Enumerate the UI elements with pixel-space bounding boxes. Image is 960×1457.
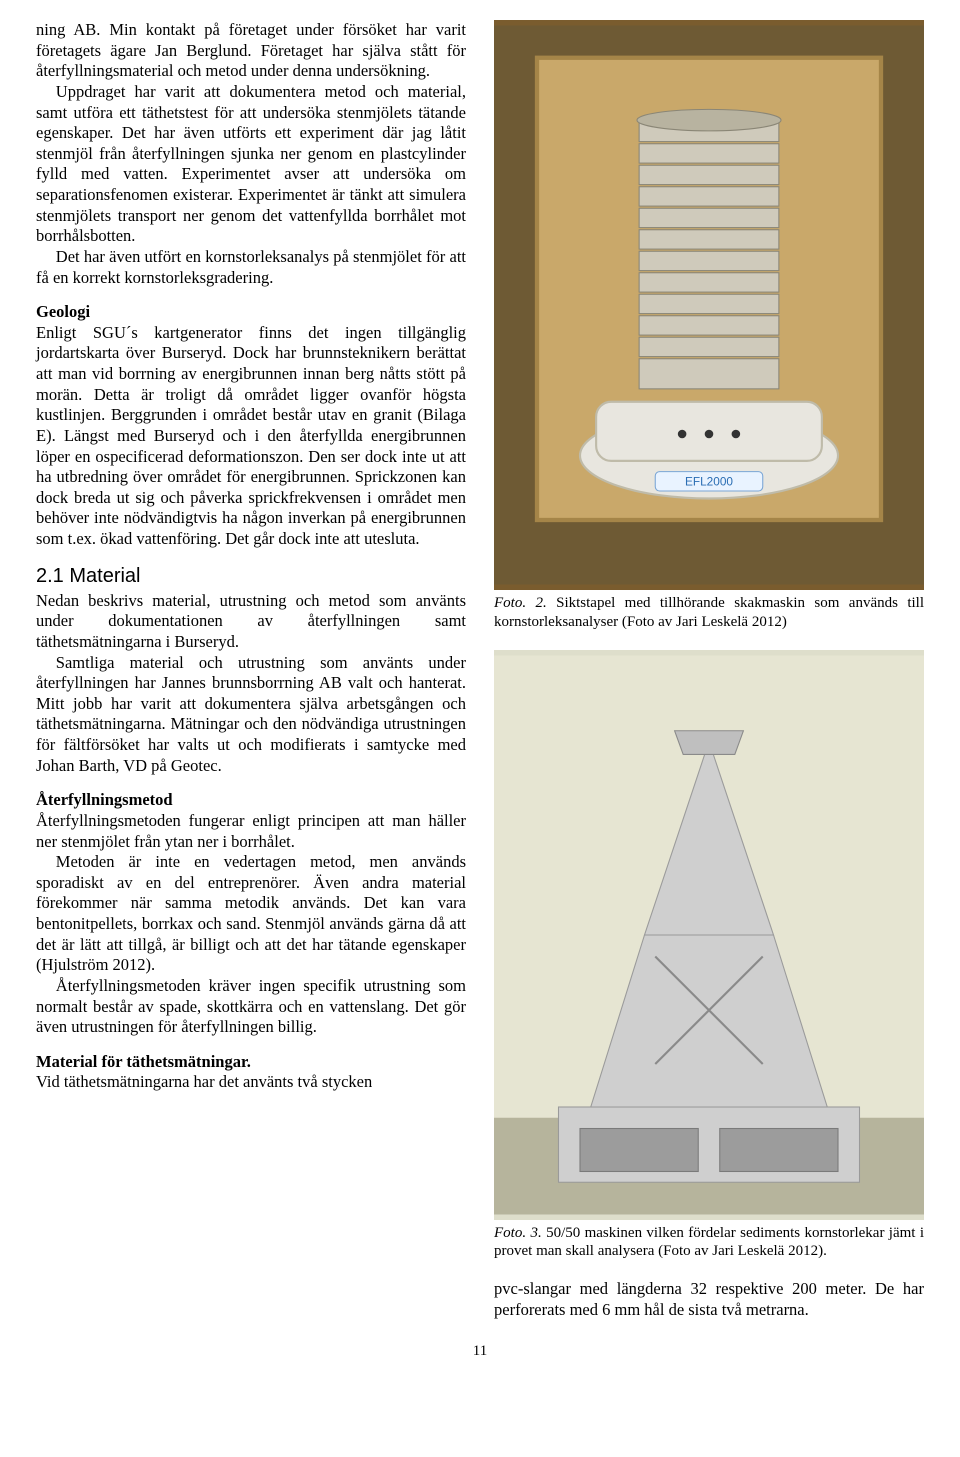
two-column-layout: ning AB. Min kontakt på företaget under … (36, 20, 924, 1320)
material-block: 2.1 Material Nedan beskrivs material, ut… (36, 564, 466, 777)
paragraph-p1: ning AB. Min kontakt på företaget under … (36, 20, 466, 82)
paragraph-mat2: Samtliga material och utrustning som anv… (36, 653, 466, 777)
svg-text:EFL2000: EFL2000 (685, 475, 733, 489)
paragraph-right-p1: pvc-slangar med längderna 32 respektive … (494, 1279, 924, 1320)
figure-3-caption: Foto. 3. 50/50 maskinen vilken fördelar … (494, 1224, 924, 1262)
paragraph-geo: Enligt SGU´s kartgenerator finns det ing… (36, 323, 466, 550)
heading-material-tathet: Material för täthetsmätningar. (36, 1052, 251, 1071)
splitter-machine-icon (494, 650, 924, 1220)
figure-2-caption-text: Siktstapel med tillhörande skakmaskin so… (494, 595, 924, 630)
figure-2: EFL2000 Foto. 2. Siktstapel med tillhöra… (494, 20, 924, 632)
paragraph-af2: Metoden är inte en vedertagen metod, men… (36, 852, 466, 976)
figure-2-caption-lead: Foto. 2. (494, 595, 547, 611)
geologi-block: Geologi Enligt SGU´s kartgenerator finns… (36, 302, 466, 550)
heading-2-1-material: 2.1 Material (36, 564, 466, 589)
intro-block: ning AB. Min kontakt på företaget under … (36, 20, 466, 288)
paragraph-p3: Det har även utfört en kornstorleksanaly… (36, 247, 466, 288)
aterfyllning-block: Återfyllningsmetod Återfyllningsmetoden … (36, 790, 466, 1038)
page-number: 11 (36, 1342, 924, 1361)
heading-aterfyllningsmetod: Återfyllningsmetod (36, 790, 173, 809)
paragraph-af3: Återfyllningsmetoden kräver ingen specif… (36, 976, 466, 1038)
figure-3-caption-text: 50/50 maskinen vilken fördelar sediments… (494, 1225, 924, 1260)
figure-3-caption-lead: Foto. 3. (494, 1225, 542, 1241)
left-column: ning AB. Min kontakt på företaget under … (36, 20, 466, 1320)
figure-2-image: EFL2000 (494, 20, 924, 590)
figure-3: Foto. 3. 50/50 maskinen vilken fördelar … (494, 650, 924, 1262)
right-column: EFL2000 Foto. 2. Siktstapel med tillhöra… (494, 20, 924, 1320)
material-tathet-block: Material för täthetsmätningar. Vid täthe… (36, 1052, 466, 1093)
sieve-machine-icon: EFL2000 (494, 20, 924, 590)
heading-geologi: Geologi (36, 302, 90, 321)
paragraph-p2: Uppdraget har varit att dokumentera meto… (36, 82, 466, 247)
paragraph-af1: Återfyllningsmetoden fungerar enligt pri… (36, 811, 466, 852)
figure-3-image (494, 650, 924, 1220)
paragraph-mt1: Vid täthetsmätningarna har det använts t… (36, 1072, 466, 1093)
paragraph-mat1: Nedan beskrivs material, utrustning och … (36, 591, 466, 653)
figure-2-caption: Foto. 2. Siktstapel med tillhörande skak… (494, 594, 924, 632)
